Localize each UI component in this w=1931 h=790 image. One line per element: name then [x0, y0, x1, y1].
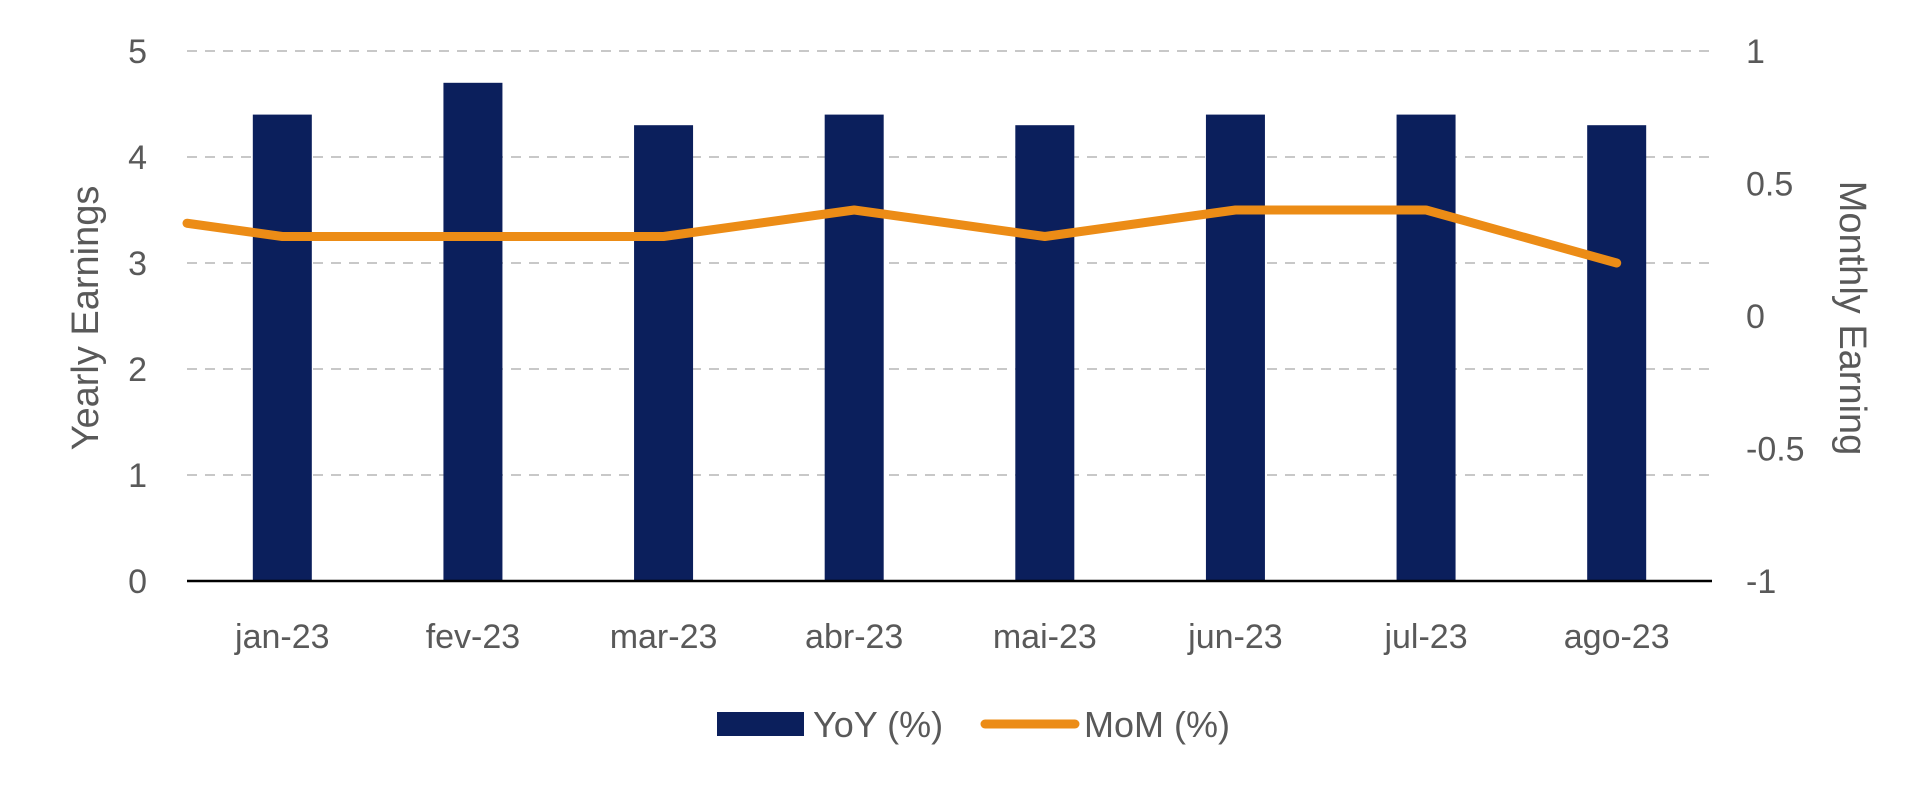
bar-abr-23: [824, 114, 884, 581]
y-tick-label: 2: [128, 351, 147, 389]
y2-tick-label: -0.5: [1746, 431, 1805, 469]
x-tick-label: jan-23: [234, 618, 330, 656]
x-tick-label: abr-23: [805, 618, 903, 656]
bar-mar-23: [634, 125, 694, 581]
x-tick-label: mar-23: [610, 618, 718, 656]
y-tick-label: 1: [128, 457, 147, 495]
x-tick-label: jun-23: [1187, 618, 1283, 656]
y-tick-label: 5: [128, 33, 147, 71]
right-axis-title: Monthly Earning: [1831, 181, 1873, 456]
y-tick-label: 0: [128, 563, 147, 601]
bar-fev-23: [443, 82, 503, 582]
x-tick-label: fev-23: [426, 618, 521, 656]
x-tick-label: jul-23: [1383, 618, 1467, 656]
right-axis-ticks: -1 -0.5 0 0.5 1: [1746, 33, 1805, 601]
mom-series-line: [182, 205, 1622, 268]
x-axis-ticks: jan-23 fev-23 mar-23 abr-23 mai-23 jun-23 jul-…: [234, 618, 1670, 656]
grid: [187, 50, 1712, 476]
legend-yoy-swatch: [717, 712, 804, 736]
bar-jul-23: [1396, 114, 1456, 581]
y2-tick-label: -1: [1746, 563, 1776, 601]
bar-ago-23: [1587, 125, 1647, 581]
legend: YoY (%) MoM (%): [717, 704, 1230, 745]
left-axis-title: Yearly Earnings: [65, 186, 107, 451]
x-tick-label: mai-23: [993, 618, 1097, 656]
y2-tick-label: 1: [1746, 33, 1765, 71]
bar-mai-23: [1015, 125, 1075, 581]
left-axis-ticks: 0 1 2 3 4 5: [128, 33, 147, 601]
x-tick-label: ago-23: [1564, 618, 1670, 656]
yoy-bars: [252, 82, 1647, 582]
bar-jan-23: [252, 114, 312, 581]
bar-jun-23: [1205, 114, 1265, 581]
legend-mom-label: MoM (%): [1084, 704, 1230, 745]
y-tick-label: 3: [128, 245, 147, 283]
legend-yoy-label: YoY (%): [813, 704, 943, 745]
y2-tick-label: 0.5: [1746, 166, 1793, 204]
y2-tick-label: 0: [1746, 298, 1765, 336]
y-tick-label: 4: [128, 139, 147, 177]
